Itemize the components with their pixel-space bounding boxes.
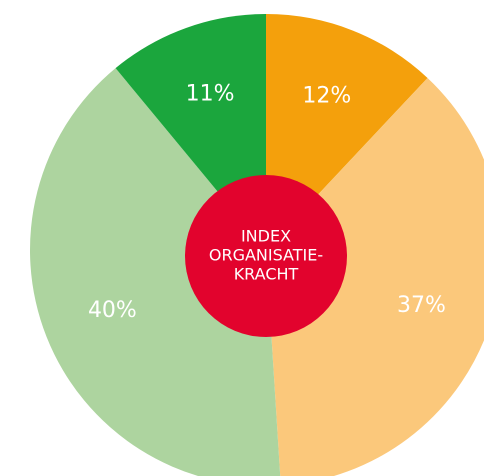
center-label: INDEX	[241, 227, 291, 246]
center-hub	[185, 175, 347, 337]
pie-slice	[266, 77, 484, 476]
value-label: 40%	[88, 298, 137, 323]
value-label: 11%	[186, 82, 235, 107]
center-label: ORGANISATIE-	[209, 246, 323, 265]
center-label: KRACHT	[234, 265, 299, 284]
value-label: 12%	[302, 83, 351, 108]
pie-slice	[30, 68, 281, 476]
value-label: 37%	[397, 293, 446, 318]
